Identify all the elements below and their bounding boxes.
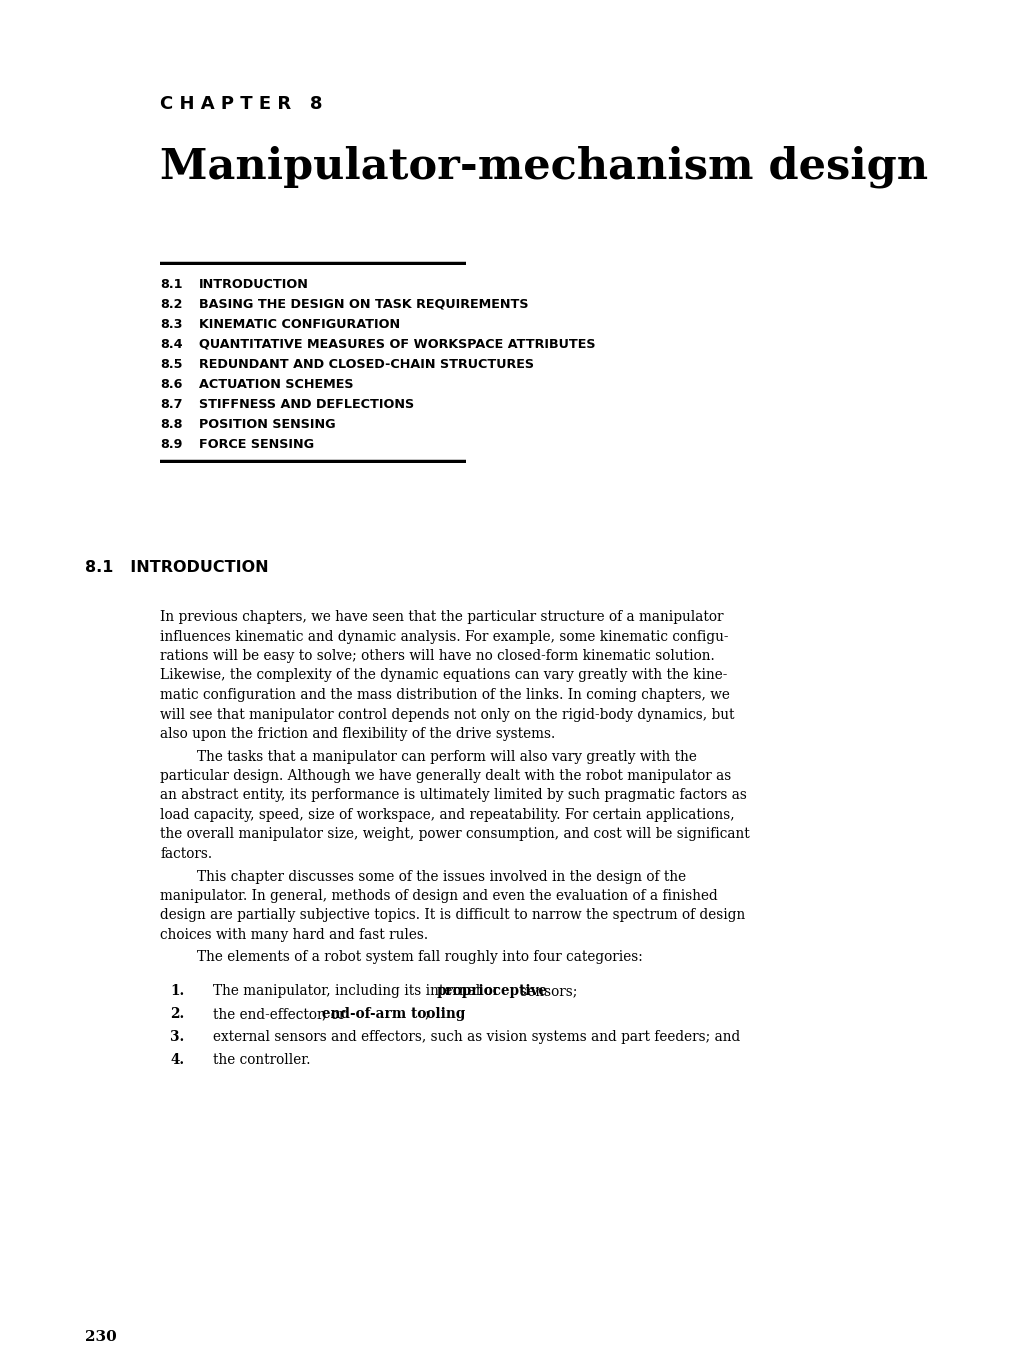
Text: The elements of a robot system fall roughly into four categories:: The elements of a robot system fall roug… — [197, 950, 642, 965]
Text: sensors;: sensors; — [516, 984, 577, 998]
Text: 1.: 1. — [170, 984, 184, 998]
Text: particular design. Although we have generally dealt with the robot manipulator a: particular design. Although we have gene… — [160, 768, 731, 784]
Text: 8.2: 8.2 — [160, 298, 182, 311]
Text: 8.6: 8.6 — [160, 378, 182, 390]
Text: influences kinematic and dynamic analysis. For example, some kinematic configu-: influences kinematic and dynamic analysi… — [160, 629, 728, 643]
Text: 230: 230 — [85, 1330, 116, 1345]
Text: 8.5: 8.5 — [160, 358, 182, 371]
Text: POSITION SENSING: POSITION SENSING — [199, 418, 335, 431]
Text: the overall manipulator size, weight, power consumption, and cost will be signif: the overall manipulator size, weight, po… — [160, 827, 749, 841]
Text: matic configuration and the mass distribution of the links. In coming chapters, : matic configuration and the mass distrib… — [160, 688, 730, 702]
Text: an abstract entity, its performance is ultimately limited by such pragmatic fact: an abstract entity, its performance is u… — [160, 789, 746, 803]
Text: ;: ; — [424, 1007, 429, 1021]
Text: KINEMATIC CONFIGURATION: KINEMATIC CONFIGURATION — [199, 318, 399, 330]
Text: The manipulator, including its internal or: The manipulator, including its internal … — [213, 984, 503, 998]
Text: design are partially subjective topics. It is difficult to narrow the spectrum o: design are partially subjective topics. … — [160, 909, 745, 923]
Text: will see that manipulator control depends not only on the rigid-body dynamics, b: will see that manipulator control depend… — [160, 707, 734, 722]
Text: 8.3: 8.3 — [160, 318, 182, 330]
Text: REDUNDANT AND CLOSED-CHAIN STRUCTURES: REDUNDANT AND CLOSED-CHAIN STRUCTURES — [199, 358, 533, 371]
Text: ACTUATION SCHEMES: ACTUATION SCHEMES — [199, 378, 353, 390]
Text: load capacity, speed, size of workspace, and repeatability. For certain applicat: load capacity, speed, size of workspace,… — [160, 808, 734, 822]
Text: FORCE SENSING: FORCE SENSING — [199, 438, 314, 450]
Text: rations will be easy to solve; others will have no closed-form kinematic solutio: rations will be easy to solve; others wi… — [160, 648, 714, 663]
Text: The tasks that a manipulator can perform will also vary greatly with the: The tasks that a manipulator can perform… — [197, 749, 696, 763]
Text: end-of-arm tooling: end-of-arm tooling — [322, 1007, 465, 1021]
Text: INTRODUCTION: INTRODUCTION — [199, 278, 309, 291]
Text: 4.: 4. — [170, 1052, 184, 1067]
Text: Likewise, the complexity of the dynamic equations can vary greatly with the kine: Likewise, the complexity of the dynamic … — [160, 669, 727, 682]
Text: 8.4: 8.4 — [160, 339, 182, 351]
Text: This chapter discusses some of the issues involved in the design of the: This chapter discusses some of the issue… — [197, 870, 686, 883]
Text: QUANTITATIVE MEASURES OF WORKSPACE ATTRIBUTES: QUANTITATIVE MEASURES OF WORKSPACE ATTRI… — [199, 339, 595, 351]
Text: the end-effector, or: the end-effector, or — [213, 1007, 350, 1021]
Text: also upon the friction and flexibility of the drive systems.: also upon the friction and flexibility o… — [160, 728, 555, 741]
Text: the controller.: the controller. — [213, 1052, 311, 1067]
Text: external sensors and effectors, such as vision systems and part feeders; and: external sensors and effectors, such as … — [213, 1031, 740, 1044]
Text: 2.: 2. — [170, 1007, 184, 1021]
Text: C H A P T E R   8: C H A P T E R 8 — [160, 96, 322, 113]
Text: 8.1: 8.1 — [160, 278, 182, 291]
Text: 8.1   INTRODUCTION: 8.1 INTRODUCTION — [85, 560, 268, 575]
Text: choices with many hard and fast rules.: choices with many hard and fast rules. — [160, 928, 428, 942]
Text: 3.: 3. — [170, 1031, 184, 1044]
Text: factors.: factors. — [160, 848, 212, 861]
Text: manipulator. In general, methods of design and even the evaluation of a finished: manipulator. In general, methods of desi… — [160, 889, 717, 904]
Text: Manipulator-mechanism design: Manipulator-mechanism design — [160, 145, 927, 187]
Text: proprioceptive: proprioceptive — [436, 984, 547, 998]
Text: BASING THE DESIGN ON TASK REQUIREMENTS: BASING THE DESIGN ON TASK REQUIREMENTS — [199, 298, 528, 311]
Text: 8.7: 8.7 — [160, 399, 182, 411]
Text: 8.9: 8.9 — [160, 438, 182, 450]
Text: In previous chapters, we have seen that the particular structure of a manipulato: In previous chapters, we have seen that … — [160, 610, 722, 624]
Text: STIFFNESS AND DEFLECTIONS: STIFFNESS AND DEFLECTIONS — [199, 399, 414, 411]
Text: 8.8: 8.8 — [160, 418, 182, 431]
